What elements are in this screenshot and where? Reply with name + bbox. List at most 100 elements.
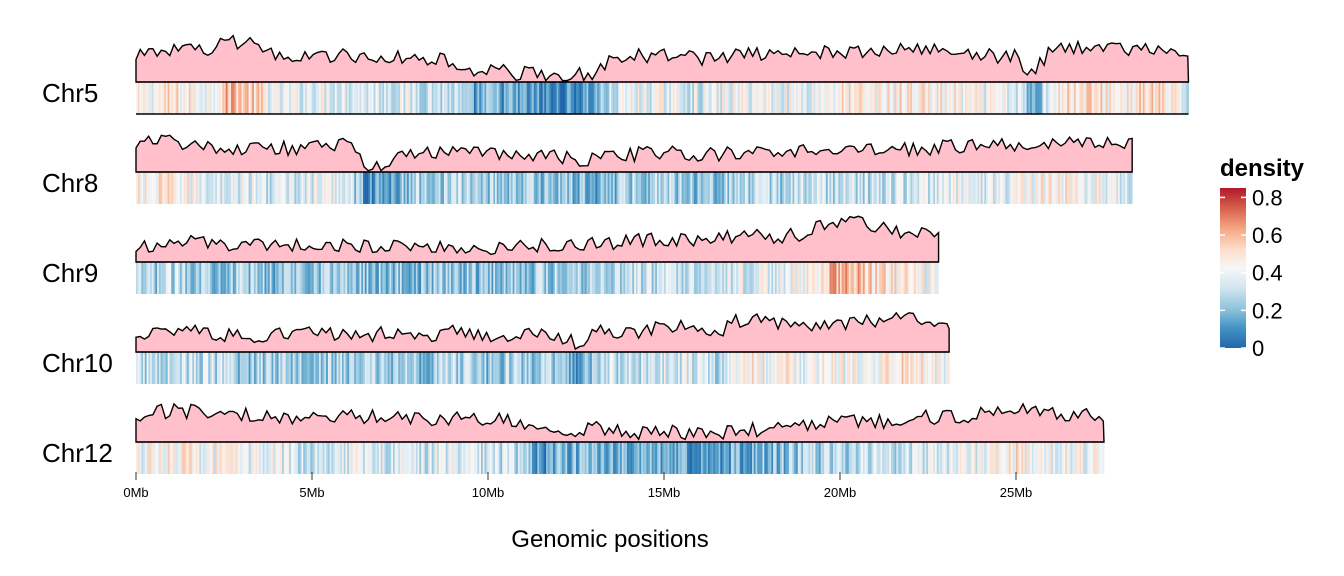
heatmap-cell: [987, 172, 990, 204]
heatmap-cell: [480, 442, 484, 474]
heatmap-cell: [609, 172, 612, 204]
heatmap-cell: [458, 442, 461, 474]
heatmap-cell: [790, 442, 793, 474]
heatmap-cell: [730, 262, 734, 294]
heatmap-cell: [570, 442, 573, 474]
heatmap-cell: [292, 442, 295, 474]
heatmap-cell: [377, 352, 380, 384]
heatmap-cell: [533, 442, 536, 474]
heatmap-cell: [906, 262, 910, 294]
heatmap-cell: [392, 82, 396, 114]
heatmap-cell: [213, 172, 216, 204]
heatmap-cell: [290, 172, 294, 204]
heatmap-cell: [864, 172, 867, 204]
heatmap-cell: [433, 82, 436, 114]
heatmap-cell: [178, 172, 181, 204]
heatmap-cell: [523, 82, 526, 114]
heatmap-cell: [591, 172, 594, 204]
heatmap-cell: [766, 442, 769, 474]
heatmap-cell: [216, 352, 220, 384]
heatmap-cell: [801, 352, 804, 384]
heatmap-cell: [570, 352, 573, 384]
heatmap-cell: [180, 352, 183, 384]
heatmap-cell: [609, 262, 612, 294]
heatmap-cell: [273, 82, 276, 114]
heatmap-cell: [625, 352, 628, 384]
heatmap-cell: [542, 352, 545, 384]
heatmap-cell: [671, 262, 674, 294]
heatmap-cell: [482, 352, 485, 384]
heatmap-cell: [727, 442, 730, 474]
heatmap-cell: [910, 442, 913, 474]
heatmap-cell: [915, 82, 918, 114]
heatmap-cell: [720, 352, 723, 384]
heatmap-cell: [549, 82, 552, 114]
heatmap-cell: [356, 82, 359, 114]
heatmap-cell: [366, 262, 369, 294]
heatmap-cell: [641, 262, 644, 294]
heatmap-cell: [926, 262, 929, 294]
heatmap-cell: [781, 352, 785, 384]
heatmap-cell: [361, 352, 364, 384]
heatmap-cell: [539, 442, 542, 474]
heatmap-cell: [706, 352, 709, 384]
heatmap-cell: [780, 352, 783, 384]
heatmap-cell: [854, 262, 857, 294]
heatmap-cell: [637, 172, 640, 204]
heatmap-cell: [843, 262, 846, 294]
heatmap-cell: [153, 352, 156, 384]
heatmap-cell: [459, 442, 462, 474]
heatmap-cell: [273, 172, 276, 204]
heatmap-cell: [174, 442, 177, 474]
heatmap-cell: [428, 82, 431, 114]
heatmap-cell: [139, 82, 142, 114]
heatmap-cell: [343, 82, 346, 114]
heatmap-cell: [1030, 172, 1033, 204]
heatmap-cell: [1075, 82, 1078, 114]
heatmap-cell: [524, 82, 528, 114]
heatmap-cell: [465, 172, 468, 204]
heatmap-cell: [215, 172, 218, 204]
x-tick-label: 5Mb: [299, 485, 324, 500]
heatmap-cell: [773, 352, 776, 384]
heatmap-cell: [496, 82, 499, 114]
heatmap-cell: [489, 262, 492, 294]
heatmap-cell: [612, 82, 616, 114]
heatmap-cell: [894, 352, 897, 384]
heatmap-cell: [1104, 172, 1107, 204]
heatmap-cell: [642, 172, 646, 204]
heatmap-cell: [285, 262, 288, 294]
heatmap-cell: [1123, 172, 1126, 204]
heatmap-cell: [225, 262, 228, 294]
heatmap-cell: [178, 352, 181, 384]
heatmap-cell: [1169, 82, 1172, 114]
heatmap-cell: [776, 172, 779, 204]
heatmap-cell: [591, 262, 594, 294]
heatmap-cell: [1163, 82, 1166, 114]
heatmap-cell: [757, 442, 760, 474]
heatmap-cell: [854, 352, 857, 384]
heatmap-cell: [546, 262, 549, 294]
heatmap-cell: [859, 172, 862, 204]
density-heatmap-chr12: [136, 442, 1105, 474]
heatmap-cell: [723, 442, 726, 474]
heatmap-cell: [554, 82, 558, 114]
heatmap-cell: [801, 442, 804, 474]
heatmap-cell: [382, 442, 385, 474]
heatmap-cell: [238, 262, 241, 294]
heatmap-cell: [917, 262, 920, 294]
heatmap-cell: [253, 442, 257, 474]
heatmap-cell: [164, 82, 167, 114]
heatmap-cell: [429, 82, 433, 114]
heatmap-cell: [604, 172, 607, 204]
chromosome-track-chr12: Chr12: [42, 402, 1105, 474]
chromosome-label: Chr9: [42, 258, 98, 288]
heatmap-cell: [956, 172, 959, 204]
heatmap-cell: [876, 442, 880, 474]
legend-tick-label: 0.8: [1252, 185, 1283, 210]
heatmap-cell: [292, 352, 295, 384]
heatmap-cell: [456, 82, 459, 114]
heatmap-cell: [931, 82, 934, 114]
heatmap-cell: [137, 172, 140, 204]
heatmap-cell: [540, 172, 543, 204]
